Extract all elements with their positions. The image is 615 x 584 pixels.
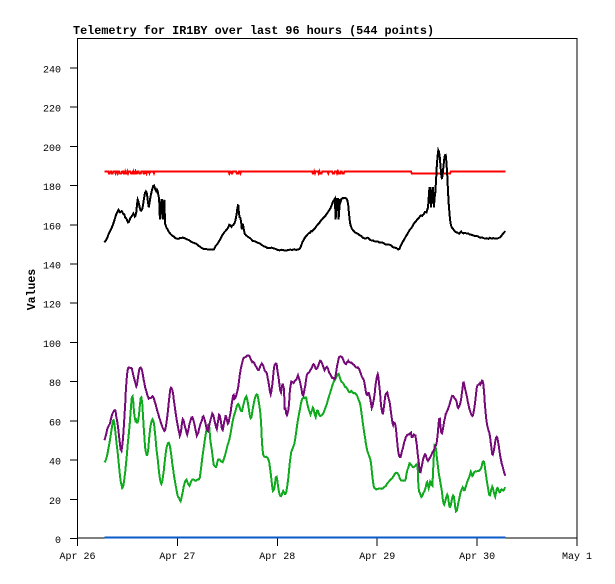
svg-text:Apr 30: Apr 30 [459,552,495,563]
svg-text:Apr 29: Apr 29 [359,552,395,563]
svg-text:200: 200 [43,144,61,155]
svg-text:100: 100 [43,340,61,351]
svg-text:120: 120 [43,301,61,312]
svg-text:40: 40 [49,458,61,469]
svg-text:220: 220 [43,105,61,116]
svg-text:0: 0 [55,536,61,547]
svg-text:Apr 28: Apr 28 [259,552,295,563]
svg-text:Telemetry for IR1BY over last: Telemetry for IR1BY over last 96 hours (… [73,24,434,38]
svg-text:140: 140 [43,262,61,273]
svg-text:Apr 27: Apr 27 [159,552,195,563]
svg-text:80: 80 [49,379,61,390]
svg-text:180: 180 [43,183,61,194]
svg-text:60: 60 [49,418,61,429]
svg-text:240: 240 [43,65,61,76]
svg-text:160: 160 [43,222,61,233]
svg-text:May 1: May 1 [562,552,592,563]
svg-text:Values: Values [26,269,39,311]
svg-text:Apr 26: Apr 26 [59,552,95,563]
svg-text:20: 20 [49,497,61,508]
